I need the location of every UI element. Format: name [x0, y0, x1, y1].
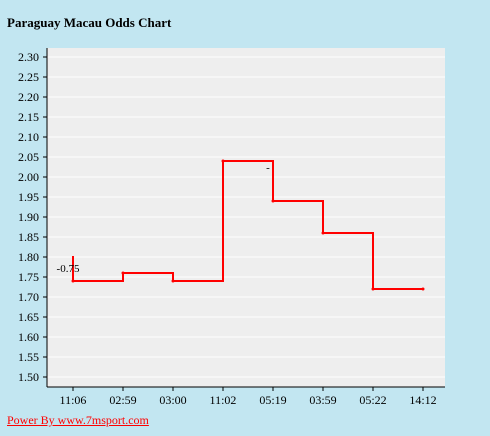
y-tick-label: 2.10	[18, 130, 39, 144]
x-tick-label: 02:59	[109, 393, 136, 407]
x-tick-label: 11:02	[210, 393, 237, 407]
y-tick-label: 1.75	[18, 270, 39, 284]
handicap-annotation: -	[266, 162, 270, 174]
y-tick-label: 2.30	[18, 50, 39, 64]
data-point	[271, 199, 275, 203]
data-point	[371, 287, 375, 291]
x-tick-label: 03:59	[309, 393, 336, 407]
y-tick-label: 1.95	[18, 190, 39, 204]
y-tick-label: 1.90	[18, 210, 39, 224]
odds-series	[71, 159, 425, 291]
grid-lines	[47, 56, 445, 378]
x-tick-label: 03:00	[159, 393, 186, 407]
y-tick-label: 1.85	[18, 230, 39, 244]
y-axis: 2.30 2.25 2.20 2.15 2.10 2.05 2.00 1.95 1.90 1.85…	[18, 48, 48, 387]
data-point	[221, 159, 225, 163]
x-tick-label: 05:19	[259, 393, 286, 407]
y-tick-label: 2.05	[18, 150, 39, 164]
x-axis: 11:06 02:59 03:00 11:02 05:19 03:59 05:22 14:12	[47, 386, 445, 407]
x-tick-label: 11:06	[60, 393, 87, 407]
y-tick-label: 1.60	[18, 330, 39, 344]
y-tick-label: 2.00	[18, 170, 39, 184]
y-tick-label: 2.15	[18, 110, 39, 124]
data-point	[121, 271, 125, 275]
chart-title: Paraguay Macau Odds Chart	[7, 15, 172, 30]
data-point	[321, 231, 325, 235]
y-tick-label: 2.20	[18, 90, 39, 104]
y-tick-label: 1.65	[18, 310, 39, 324]
y-tick-label: 1.50	[18, 370, 39, 384]
data-point	[421, 287, 425, 291]
y-tick-label: 1.80	[18, 250, 39, 264]
data-point	[71, 279, 75, 283]
annotations: -0.75 -	[57, 162, 271, 275]
x-tick-label: 14:12	[409, 393, 436, 407]
handicap-annotation: -0.75	[57, 263, 80, 275]
powered-by-link[interactable]: Power By www.7msport.com	[7, 413, 149, 427]
y-tick-label: 1.55	[18, 350, 39, 364]
y-tick-label: 1.70	[18, 290, 39, 304]
x-tick-label: 05:22	[359, 393, 386, 407]
data-point	[171, 279, 175, 283]
y-tick-label: 2.25	[18, 70, 39, 84]
